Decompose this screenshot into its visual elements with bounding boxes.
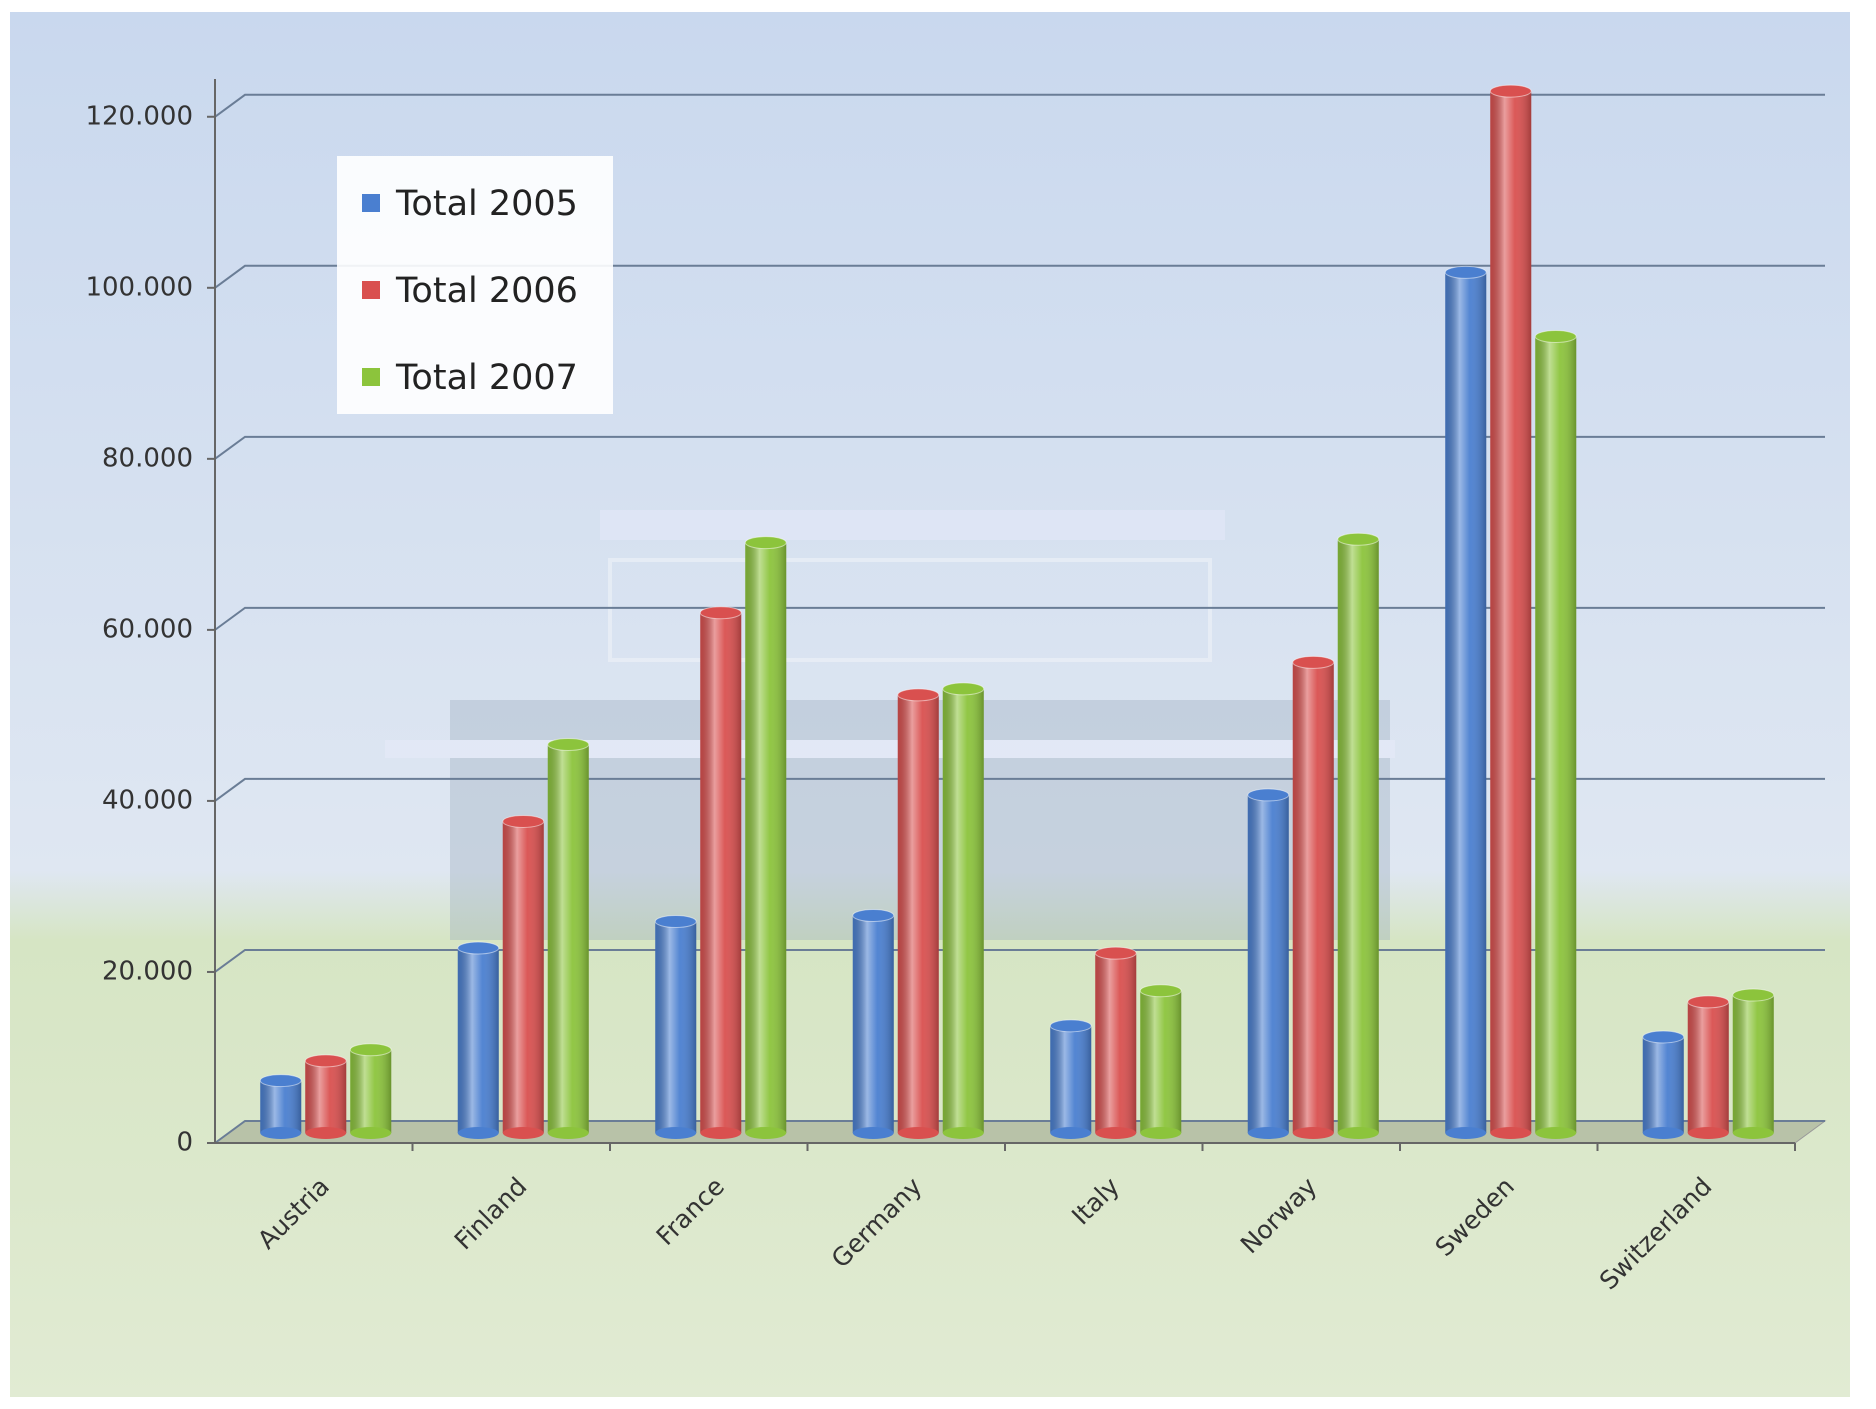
bar-base: [1687, 1127, 1729, 1139]
bar-cap: [942, 682, 985, 696]
grid-line: [214, 606, 1825, 631]
bar-base: [1247, 1127, 1289, 1139]
bar-base: [1490, 1127, 1532, 1139]
bar-shine: [260, 1080, 302, 1133]
bar-base: [1732, 1127, 1774, 1139]
grid-line: [214, 435, 1825, 460]
legend-swatch: [362, 368, 380, 386]
bar-shine: [1337, 539, 1379, 1133]
bar-shine: [745, 542, 787, 1133]
bar-base: [852, 1127, 894, 1139]
bar-cap: [1732, 988, 1775, 1002]
bar-shine: [1247, 794, 1289, 1133]
bar-base: [1050, 1127, 1092, 1139]
y-tick-label: 120.000: [85, 101, 193, 131]
bar-base: [655, 1127, 697, 1139]
bar-cap: [1444, 265, 1487, 279]
bar-cap: [1247, 788, 1290, 802]
grid-line: [214, 93, 1825, 118]
bar-base: [1642, 1127, 1684, 1139]
bar-shine: [1445, 272, 1487, 1134]
bar-shine: [502, 821, 544, 1133]
bar-base: [942, 1127, 984, 1139]
bar-cap: [457, 941, 500, 955]
bar-cap: [1049, 1019, 1092, 1033]
bar-shine: [350, 1049, 392, 1133]
bar-shine: [1140, 990, 1182, 1133]
bar-shine: [547, 744, 589, 1133]
y-tick-label: 100.000: [85, 272, 193, 302]
y-tick-label: 20.000: [102, 956, 193, 986]
bar-shine: [1732, 995, 1774, 1133]
bar-base: [700, 1127, 742, 1139]
legend-label: Total 2007: [395, 358, 578, 398]
bar-shine: [305, 1060, 347, 1133]
bar-base: [1535, 1127, 1577, 1139]
bar-base: [1337, 1127, 1379, 1139]
bar-cap: [654, 915, 697, 929]
bar-cap: [1094, 946, 1137, 960]
bar-base: [260, 1127, 302, 1139]
bar-cap: [304, 1054, 347, 1068]
bar-cap: [1139, 984, 1182, 998]
bar-base: [897, 1127, 939, 1139]
bar-cap: [349, 1043, 392, 1057]
bar-shine: [1535, 336, 1577, 1133]
bar-cap: [1642, 1030, 1685, 1044]
floor: [213, 1120, 1827, 1144]
bar-base: [457, 1127, 499, 1139]
bar-cap: [897, 688, 940, 702]
bar-shine: [1687, 1001, 1729, 1133]
bar-cap: [1534, 330, 1577, 344]
bar-cap: [744, 536, 787, 550]
bar-cap: [1292, 655, 1335, 669]
bar-base: [1292, 1127, 1334, 1139]
bar-base: [547, 1127, 589, 1139]
bar-base: [1140, 1127, 1182, 1139]
bar-cap: [852, 909, 895, 923]
grid-line: [214, 264, 1825, 289]
legend-swatch: [362, 281, 380, 299]
bar-shine: [897, 694, 939, 1133]
bar-shine: [655, 921, 697, 1133]
bar-base: [502, 1127, 544, 1139]
y-tick-label: 60.000: [102, 614, 193, 644]
legend-box: [337, 156, 613, 414]
y-tick-label: 80.000: [102, 443, 193, 473]
bar-cap: [1337, 532, 1380, 546]
bar-base: [1445, 1127, 1487, 1139]
bar-base: [350, 1127, 392, 1139]
bar-shine: [852, 915, 894, 1133]
bar-base: [305, 1127, 347, 1139]
bar-shine: [457, 948, 499, 1133]
bar-cap: [259, 1074, 302, 1088]
bar-shine: [942, 688, 984, 1133]
y-tick-label: 0: [176, 1128, 193, 1158]
legend-label: Total 2006: [395, 271, 578, 311]
legend-label: Total 2005: [395, 184, 578, 224]
bar-shine: [1642, 1036, 1684, 1133]
bar-base: [745, 1127, 787, 1139]
bar-cap: [1687, 995, 1730, 1009]
y-tick-label: 40.000: [102, 785, 193, 815]
legend-swatch: [362, 194, 380, 212]
bar-shine: [1095, 953, 1137, 1133]
bar-shine: [1292, 662, 1334, 1133]
bar-shine: [1490, 91, 1532, 1133]
bar-cap: [502, 814, 545, 828]
bar-shine: [700, 612, 742, 1133]
bar-shine: [1050, 1025, 1092, 1133]
bar-cap: [547, 737, 590, 751]
bar-cap: [699, 606, 742, 620]
bar-base: [1095, 1127, 1137, 1139]
bar-cap: [1489, 84, 1532, 98]
